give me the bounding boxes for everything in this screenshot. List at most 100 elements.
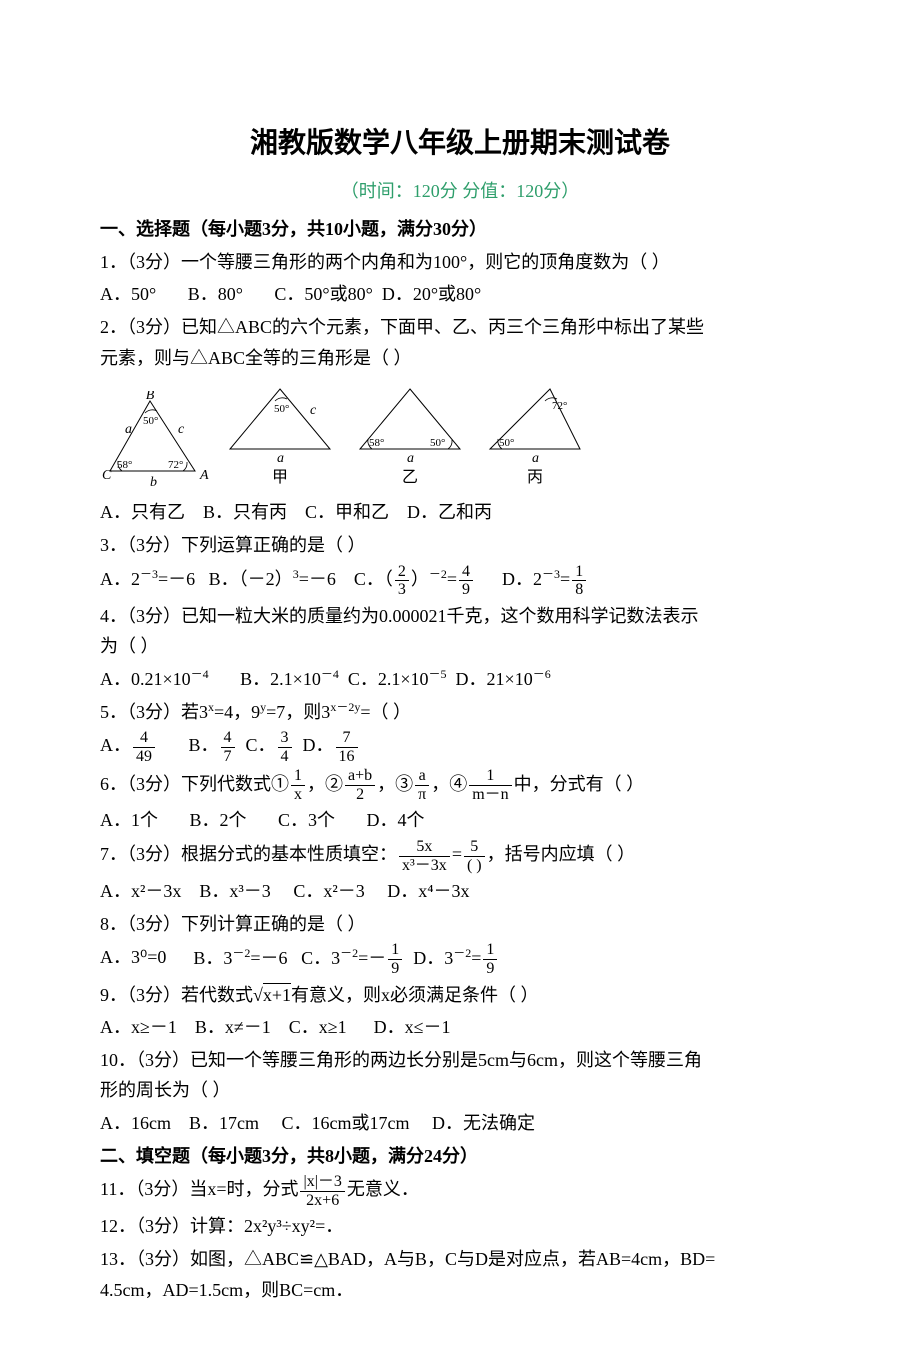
q5-opt-c: C．34	[246, 735, 294, 755]
q2-opt-c: C．甲和乙	[305, 502, 389, 522]
question-13: 13．（3分）如图，△ABC≌△BAD，A与B，C与D是对应点，若AB=4cm，…	[100, 1244, 820, 1305]
svg-text:a: a	[125, 422, 132, 437]
section-1-header: 一、选择题（每小题3分，共10小题，满分30分）	[100, 214, 820, 245]
q5-stem: 5．（3分）若3x=4，9y=7，则3x－2y=（ ）	[100, 702, 411, 722]
q9-opt-a: A．x≥－1	[100, 1017, 177, 1037]
question-7: 7．（3分）根据分式的基本性质填空：5xx³－3x=5( )，括号内应填（ ）	[100, 838, 820, 874]
q10-options: A．16cm B．17cm C．16cm或17cm D．无法确定	[100, 1108, 820, 1139]
question-11: 11．（3分）当x=时，分式|x|－32x+6无意义．	[100, 1173, 820, 1209]
q2-triangles: B A C a b c 50° 58° 72° 50° c a 甲 58°	[100, 379, 820, 491]
svg-text:50°: 50°	[430, 437, 445, 449]
q10-opt-b: B．17cm	[189, 1113, 259, 1133]
q6-options: A．1个 B．2个 C．3个 D．4个	[100, 805, 820, 836]
svg-text:72°: 72°	[552, 400, 567, 412]
question-9: 9．（3分）若代数式x+1有意义，则x必须满足条件（ ）	[100, 980, 820, 1011]
q5-opt-d: D．716	[303, 735, 360, 755]
triangle-yi: 58° 50° a	[350, 379, 470, 464]
q13-stem1: 13．（3分）如图，△ABC≌△BAD，A与B，C与D是对应点，若AB=4cm，…	[100, 1249, 715, 1269]
q4-opt-b: B．2.1×10－4	[240, 669, 339, 689]
q9-options: A．x≥－1 B．x≠－1 C．x≥1 D．x≤－1	[100, 1012, 820, 1043]
q4-opt-a: A．0.21×10－4	[100, 669, 209, 689]
q4-opt-d: D．21×10－6	[456, 669, 551, 689]
q7-opt-b: B．x³－3	[199, 881, 270, 901]
q7-options: A．x²－3x B．x³－3 C．x²－3 D．x⁴－3x	[100, 876, 820, 907]
q4-opt-c: C．2.1×10－5	[348, 669, 447, 689]
q9-opt-d: D．x≤－1	[374, 1017, 451, 1037]
q8-opt-c: C．3－2=－19	[301, 948, 404, 968]
q12-stem: 12．（3分）计算：2x²y³÷xy²=．	[100, 1216, 343, 1236]
svg-text:a: a	[532, 451, 539, 464]
q2-opt-b: B．只有丙	[203, 502, 287, 522]
q3-opt-c: C．（23）－2=49	[354, 569, 475, 589]
q2-stem1: 2．（3分）已知△ABC的六个元素，下面甲、乙、丙三个三角形中标出了某些	[100, 317, 704, 337]
q4-stem1: 4．（3分）已知一粒大米的质量约为0.000021千克，这个数用科学记数法表示	[100, 606, 699, 626]
svg-text:a: a	[277, 451, 284, 464]
svg-text:72°: 72°	[168, 459, 183, 471]
svg-text:a: a	[407, 451, 414, 464]
q7-opt-a: A．x²－3x	[100, 881, 181, 901]
q1-stem: 1．（3分）一个等腰三角形的两个内角和为100°，则它的顶角度数为（ ）	[100, 252, 670, 272]
q2-options: A．只有乙 B．只有丙 C．甲和乙 D．乙和丙	[100, 497, 820, 528]
q8-options: A．3⁰=0 B．3－2=－6 C．3－2=－19 D．3－2=19	[100, 941, 820, 977]
q3-opt-b: B．（－2）3=－6	[209, 569, 336, 589]
svg-text:50°: 50°	[499, 437, 514, 449]
triangle-jia-label: 甲	[220, 464, 340, 491]
q2-opt-a: A．只有乙	[100, 502, 185, 522]
q5-opt-b: B．47	[189, 735, 237, 755]
q5-opt-a: A．449	[100, 735, 157, 755]
q8-opt-b: B．3－2=－6	[193, 948, 287, 968]
q7-opt-d: D．x⁴－3x	[387, 881, 469, 901]
q4-stem2: 为（ ）	[100, 636, 159, 656]
q2-stem2: 元素，则与△ABC全等的三角形是（ ）	[100, 348, 412, 368]
question-3: 3．（3分）下列运算正确的是（ ）	[100, 530, 820, 561]
q1-options: A．50° B．80° C．50°或80° D．20°或80°	[100, 279, 820, 310]
triangle-bing-label: 丙	[480, 464, 590, 491]
svg-text:A: A	[199, 468, 209, 483]
q10-opt-d: D．无法确定	[432, 1113, 535, 1133]
q6-stem: 6．（3分）下列代数式①1x，②a+b2，③aπ，④1m－n中，分式有（ ）	[100, 774, 644, 794]
page-title: 湘教版数学八年级上册期末测试卷	[100, 120, 820, 168]
q7-opt-c: C．x²－3	[293, 881, 364, 901]
q7-stem: 7．（3分）根据分式的基本性质填空：5xx³－3x=5( )，括号内应填（ ）	[100, 844, 635, 864]
q6-opt-c: C．3个	[278, 810, 335, 830]
svg-text:58°: 58°	[369, 437, 384, 449]
q4-options: A．0.21×10－4 B．2.1×10－4 C．2.1×10－5 D．21×1…	[100, 664, 820, 695]
q6-opt-d: D．4个	[367, 810, 425, 830]
triangle-bing: 72° 50° a	[480, 379, 590, 464]
question-5: 5．（3分）若3x=4，9y=7，则3x－2y=（ ）	[100, 697, 820, 728]
question-2: 2．（3分）已知△ABC的六个元素，下面甲、乙、丙三个三角形中标出了某些 元素，…	[100, 312, 820, 373]
q6-opt-b: B．2个	[190, 810, 247, 830]
triangle-yi-label: 乙	[350, 464, 470, 491]
question-12: 12．（3分）计算：2x²y³÷xy²=．	[100, 1211, 820, 1242]
q1-opt-d: D．20°或80°	[382, 284, 481, 304]
q10-opt-a: A．16cm	[100, 1113, 171, 1133]
svg-text:c: c	[178, 422, 185, 437]
section-2-header: 二、填空题（每小题3分，共8小题，满分24分）	[100, 1141, 820, 1172]
question-4: 4．（3分）已知一粒大米的质量约为0.000021千克，这个数用科学记数法表示 …	[100, 601, 820, 662]
question-6: 6．（3分）下列代数式①1x，②a+b2，③aπ，④1m－n中，分式有（ ）	[100, 767, 820, 803]
q8-opt-a: A．3⁰=0	[100, 948, 166, 968]
q3-opt-a: A．2－3=－6	[100, 569, 195, 589]
q13-stem2: 4.5cm，AD=1.5cm，则BC=cm．	[100, 1280, 353, 1300]
q3-stem: 3．（3分）下列运算正确的是（ ）	[100, 535, 366, 555]
q10-stem2: 形的周长为（ ）	[100, 1080, 231, 1100]
q1-opt-c: C．50°或80°	[274, 284, 372, 304]
q2-opt-d: D．乙和丙	[407, 502, 492, 522]
question-1: 1．（3分）一个等腰三角形的两个内角和为100°，则它的顶角度数为（ ）	[100, 247, 820, 278]
svg-text:50°: 50°	[143, 415, 158, 427]
svg-text:58°: 58°	[117, 459, 132, 471]
triangle-jia: 50° c a	[220, 379, 340, 464]
svg-text:C: C	[102, 468, 112, 483]
question-8: 8．（3分）下列计算正确的是（ ）	[100, 909, 820, 940]
q3-opt-d: D．2－3=18	[502, 569, 588, 589]
q9-opt-c: C．x≥1	[289, 1017, 347, 1037]
svg-text:B: B	[146, 391, 155, 403]
q8-stem: 8．（3分）下列计算正确的是（ ）	[100, 914, 366, 934]
q1-opt-a: A．50°	[100, 284, 156, 304]
svg-text:b: b	[150, 475, 157, 490]
svg-text:c: c	[310, 403, 317, 418]
svg-text:50°: 50°	[274, 403, 289, 415]
q3-options: A．2－3=－6 B．（－2）3=－6 C．（23）－2=49 D．2－3=18	[100, 563, 820, 599]
q10-opt-c: C．16cm或17cm	[282, 1113, 410, 1133]
q1-opt-b: B．80°	[188, 284, 243, 304]
